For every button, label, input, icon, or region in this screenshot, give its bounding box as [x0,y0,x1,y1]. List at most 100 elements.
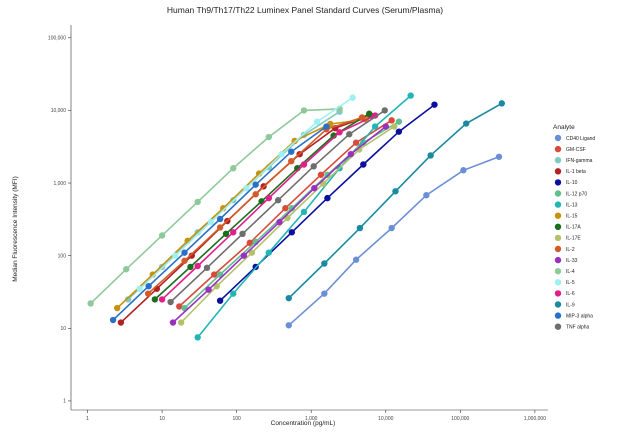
data-point [392,188,399,195]
data-point [317,171,325,178]
legend-item: IL-4 [554,268,575,275]
data-point [181,249,188,256]
data-point [371,123,379,130]
legend-label: IL-10 [566,180,578,186]
data-point [321,260,328,267]
data-point [213,282,220,290]
data-point [336,129,343,136]
chart-title: Human Th9/Th17/Th22 Luminex Panel Standa… [167,5,443,15]
data-point [288,205,296,212]
data-point [252,191,259,198]
legend-item: IL-5 [554,279,575,286]
data-point [395,128,403,135]
x-axis-label: Concentration (pg/mL) [271,420,336,427]
axes: 1 10 100 1,000 10,000 100,000 1,000,000 1 10 100 1… [48,25,548,422]
legend-swatch [554,179,562,186]
legend-label: IL-6 [566,291,575,297]
data-point [300,208,308,216]
series-line [170,109,386,303]
data-point [388,117,395,124]
legend: Analyte CD40 Ligand GM-CSF IFN-gamma IL-1 b… [553,124,595,331]
series-il-5 [136,94,356,292]
data-point [243,184,250,192]
legend-swatch [554,190,562,197]
legend-item: IL-1 beta [554,168,586,175]
legend-label: GM-CSF [566,147,586,153]
legend-item: IL-10 [554,179,578,186]
data-point [282,205,289,212]
data-point [230,290,237,297]
series-il-9 [285,100,505,302]
data-point [252,181,259,188]
data-point [158,232,166,239]
legend-item: IL-17A [554,223,581,231]
data-point [265,133,273,141]
y-tick-label: 10,000 [51,108,67,114]
data-point [265,249,273,256]
legend-swatch [554,168,562,175]
x-tick-label: 1 [86,416,89,422]
data-point [427,152,434,159]
y-tick-label: 100 [58,253,67,259]
data-point [300,107,308,114]
data-point [366,110,373,117]
legend-label: CD40 Ligand [566,136,595,142]
data-point [145,282,152,290]
data-point [347,150,355,158]
data-point [352,256,360,263]
legend-label: IL-13 [566,202,578,208]
legend-swatch [554,268,562,275]
legend-item: IL-9 [554,301,575,308]
legend-swatch [554,145,562,153]
data-point [181,257,188,264]
data-point [311,184,318,192]
legend-label: IL-17E [566,236,581,242]
legend-label: IL-12 p70 [566,191,587,197]
legend-item: IFN-gamma [554,157,593,164]
legend-swatch [554,157,562,164]
legend-item: IL-12 p70 [554,190,587,197]
y-axis-label: Median Fluorescence Intensity (MFI) [12,176,19,281]
data-point [313,118,321,125]
legend-item: IL-13 [554,201,578,208]
legend-item: CD40 Ligand [554,134,595,142]
y-tick-label: 1 [63,399,66,405]
legend-item: IL-6 [554,290,575,297]
data-point [172,252,179,259]
data-point [117,319,125,326]
legend-swatch [554,234,562,242]
legend-swatch [554,212,562,219]
data-point [114,304,121,312]
legend-swatch [554,301,562,308]
legend-swatch [554,323,562,330]
data-point [239,230,246,238]
data-point [158,296,166,303]
legend-label: TNF alpha [566,325,590,331]
series-mip-3-alpha [109,123,330,324]
data-point [265,194,273,202]
data-point [310,163,317,170]
series-il-4 [87,105,343,307]
plot-area [87,92,505,341]
data-point [109,316,117,324]
data-point [144,290,152,297]
data-point [246,239,253,247]
data-point [194,198,201,206]
data-point [321,290,328,297]
legend-item: TNF alpha [554,323,590,331]
data-point [346,131,353,138]
series-cd40-ligand [285,153,503,329]
data-point [285,322,292,329]
legend-label: IL-17A [566,225,581,231]
data-point [176,303,183,310]
data-point [194,262,201,270]
legend-label: MIP-3 alpha [566,313,593,319]
x-tick-label: 100,000 [451,416,469,422]
data-point [498,100,505,107]
data-point [205,286,212,293]
data-point [463,120,470,127]
data-point [278,150,285,158]
data-point [352,139,360,146]
legend-item: IL-15 [554,212,578,220]
